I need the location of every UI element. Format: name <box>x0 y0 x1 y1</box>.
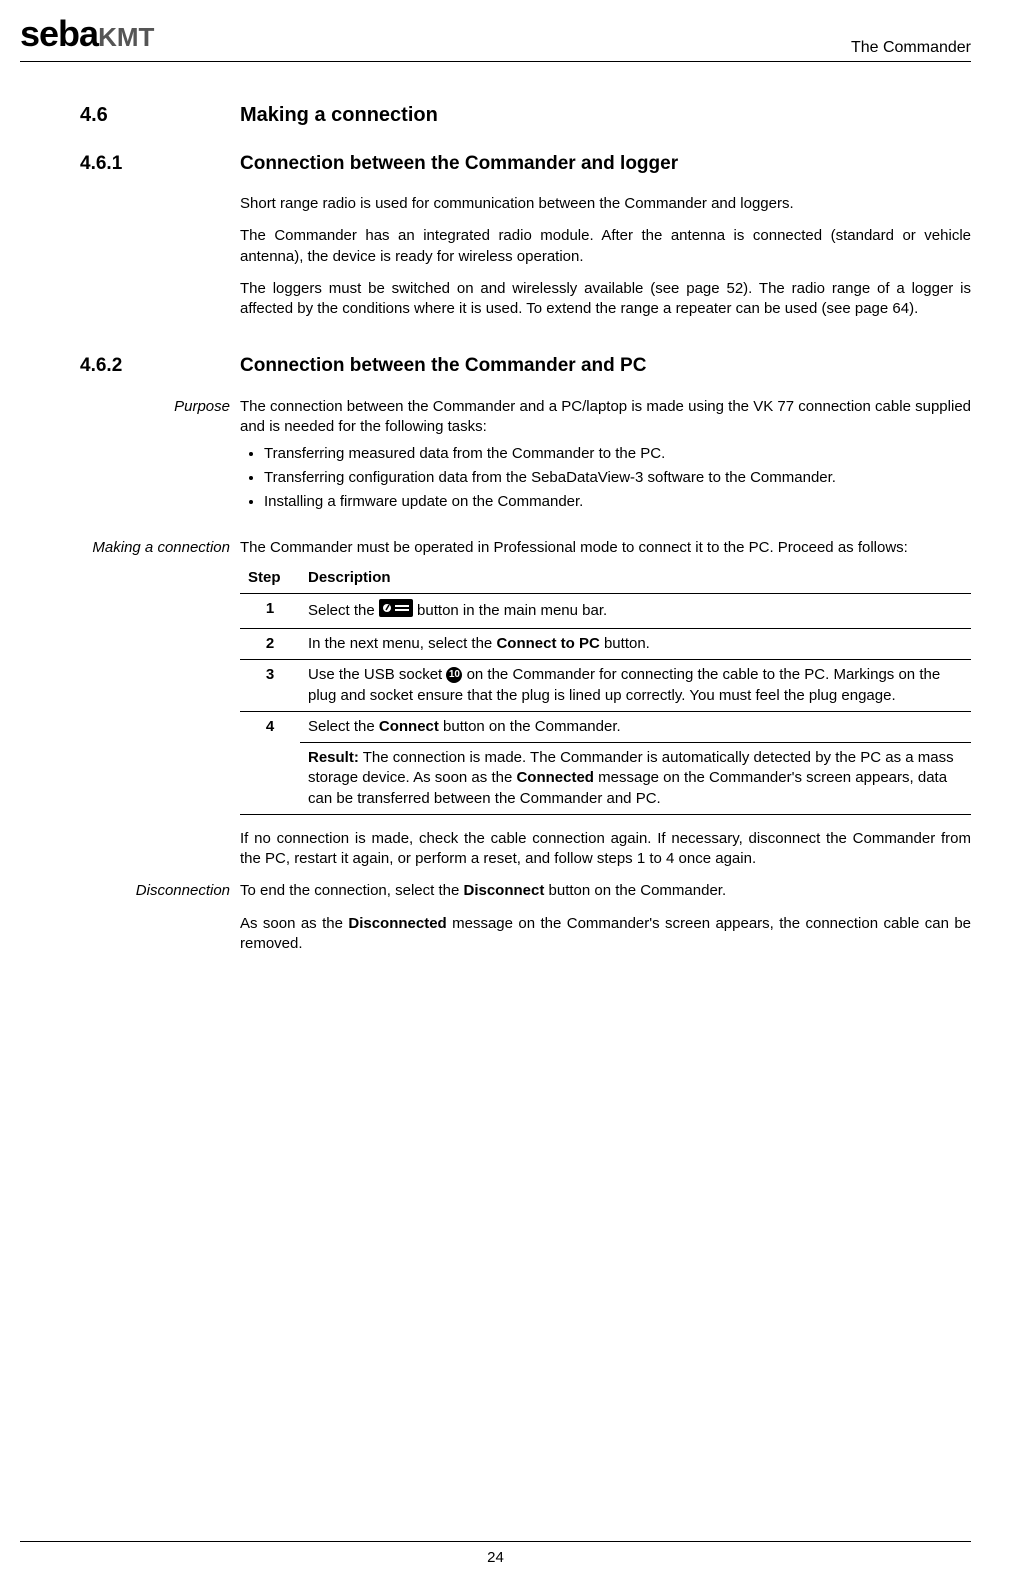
document-page: sebaKMT The Commander 4.6 Making a conne… <box>0 0 1031 1596</box>
body-text: The loggers must be switched on and wire… <box>240 279 971 320</box>
text: To end the connection, select the <box>240 882 463 899</box>
steps-table: Step Description 1 Select the button in … <box>240 563 971 815</box>
connect-icon <box>379 599 413 623</box>
text: button in the main menu bar. <box>413 602 607 619</box>
margin-label <box>80 914 240 955</box>
col-desc: Description <box>300 563 971 594</box>
bold-text: Connected <box>516 769 594 786</box>
content: 4.6 Making a connection 4.6.1 Connection… <box>80 102 971 519</box>
page-number: 24 <box>487 1549 504 1566</box>
table-row: 3 Use the USB socket 10 on the Commander… <box>240 660 971 712</box>
margin-label <box>80 194 240 214</box>
logo-sub: KMT <box>98 22 154 52</box>
text: As soon as the <box>240 915 348 932</box>
margin-label: Purpose <box>80 397 240 518</box>
heading-text: Connection between the Commander and PC <box>240 353 971 379</box>
text: button on the Commander. <box>439 718 621 735</box>
margin-label <box>80 279 240 320</box>
bold-text: Connect <box>379 718 439 735</box>
paragraph: As soon as the Disconnected message on t… <box>80 914 971 955</box>
bold-text: Connect to PC <box>496 635 599 652</box>
step-number: 4 <box>240 711 300 814</box>
table-row: 4 Select the Connect button on the Comma… <box>240 711 971 814</box>
content-cont: If no connection is made, check the cabl… <box>80 829 971 954</box>
text: button. <box>600 635 650 652</box>
making-connection-block: Making a connection The Commander must b… <box>20 538 971 815</box>
heading-text: Connection between the Commander and log… <box>240 151 971 177</box>
usb-socket-icon: 10 <box>446 667 462 683</box>
text: Use the USB socket <box>308 666 446 683</box>
page-header: sebaKMT The Commander <box>20 10 971 62</box>
list-item: Transferring configuration data from the… <box>264 468 971 488</box>
header-title: The Commander <box>851 37 971 59</box>
logo: sebaKMT <box>20 10 154 59</box>
paragraph: The loggers must be switched on and wire… <box>80 279 971 320</box>
step-desc: Use the USB socket 10 on the Commander f… <box>300 660 971 712</box>
body-text: As soon as the Disconnected message on t… <box>240 914 971 955</box>
purpose-intro: The connection between the Commander and… <box>240 398 971 435</box>
body-text: Short range radio is used for communicat… <box>240 194 971 214</box>
table-row: 2 In the next menu, select the Connect t… <box>240 629 971 660</box>
heading-4-6-2: 4.6.2 Connection between the Commander a… <box>80 353 971 379</box>
text: Select the <box>308 718 379 735</box>
step-number: 3 <box>240 660 300 712</box>
paragraph: The Commander has an integrated radio mo… <box>80 226 971 267</box>
body-text: The Commander has an integrated radio mo… <box>240 226 971 267</box>
result-label: Result: <box>308 749 359 766</box>
col-step: Step <box>240 563 300 594</box>
list-item: Transferring measured data from the Comm… <box>264 444 971 464</box>
heading-number: 4.6 <box>80 102 240 129</box>
logo-main: seba <box>20 13 98 54</box>
body-text: If no connection is made, check the cabl… <box>240 829 971 870</box>
making-intro: The Commander must be operated in Profes… <box>240 539 908 556</box>
body-text: The connection between the Commander and… <box>240 397 971 518</box>
text: Select the <box>308 602 379 619</box>
table-header-row: Step Description <box>240 563 971 594</box>
text: In the next menu, select the <box>308 635 496 652</box>
body-text: The Commander must be operated in Profes… <box>240 538 971 815</box>
bold-text: Disconnected <box>348 915 446 932</box>
page-footer: 24 <box>20 1541 971 1568</box>
step-desc: Select the button in the main menu bar. <box>300 593 971 628</box>
heading-number: 4.6.1 <box>80 151 240 177</box>
disconnection-block: Disconnection To end the connection, sel… <box>80 881 971 901</box>
paragraph: If no connection is made, check the cabl… <box>80 829 971 870</box>
margin-label: Making a connection <box>20 538 240 815</box>
heading-number: 4.6.2 <box>80 353 240 379</box>
paragraph: Short range radio is used for communicat… <box>80 194 971 214</box>
step-desc: Select the Connect button on the Command… <box>300 711 971 814</box>
step-desc: In the next menu, select the Connect to … <box>300 629 971 660</box>
step-number: 1 <box>240 593 300 628</box>
margin-label <box>80 829 240 870</box>
purpose-list: Transferring measured data from the Comm… <box>264 444 971 513</box>
body-text: To end the connection, select the Discon… <box>240 881 971 901</box>
step-number: 2 <box>240 629 300 660</box>
heading-text: Making a connection <box>240 102 971 129</box>
heading-4-6-1: 4.6.1 Connection between the Commander a… <box>80 151 971 177</box>
heading-4-6: 4.6 Making a connection <box>80 102 971 129</box>
bold-text: Disconnect <box>463 882 544 899</box>
margin-label <box>80 226 240 267</box>
list-item: Installing a firmware update on the Comm… <box>264 492 971 512</box>
table-row: 1 Select the button in the main menu bar… <box>240 593 971 628</box>
text: button on the Commander. <box>544 882 726 899</box>
margin-label: Disconnection <box>80 881 240 901</box>
purpose-block: Purpose The connection between the Comma… <box>80 397 971 518</box>
